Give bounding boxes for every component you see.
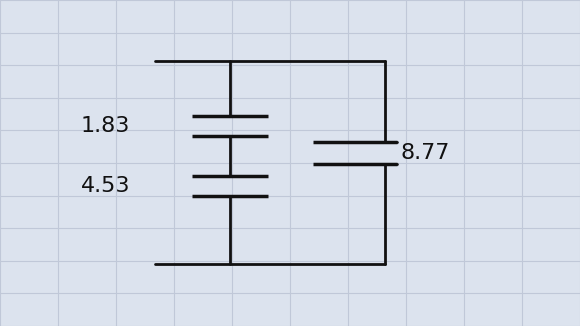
Text: 8.77: 8.77 <box>400 143 450 163</box>
Text: 1.83: 1.83 <box>81 116 130 136</box>
Text: 4.53: 4.53 <box>81 176 130 196</box>
